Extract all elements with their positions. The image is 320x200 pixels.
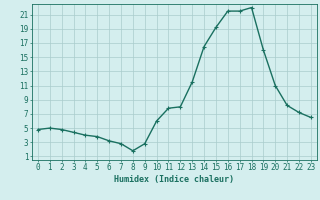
X-axis label: Humidex (Indice chaleur): Humidex (Indice chaleur) bbox=[115, 175, 234, 184]
